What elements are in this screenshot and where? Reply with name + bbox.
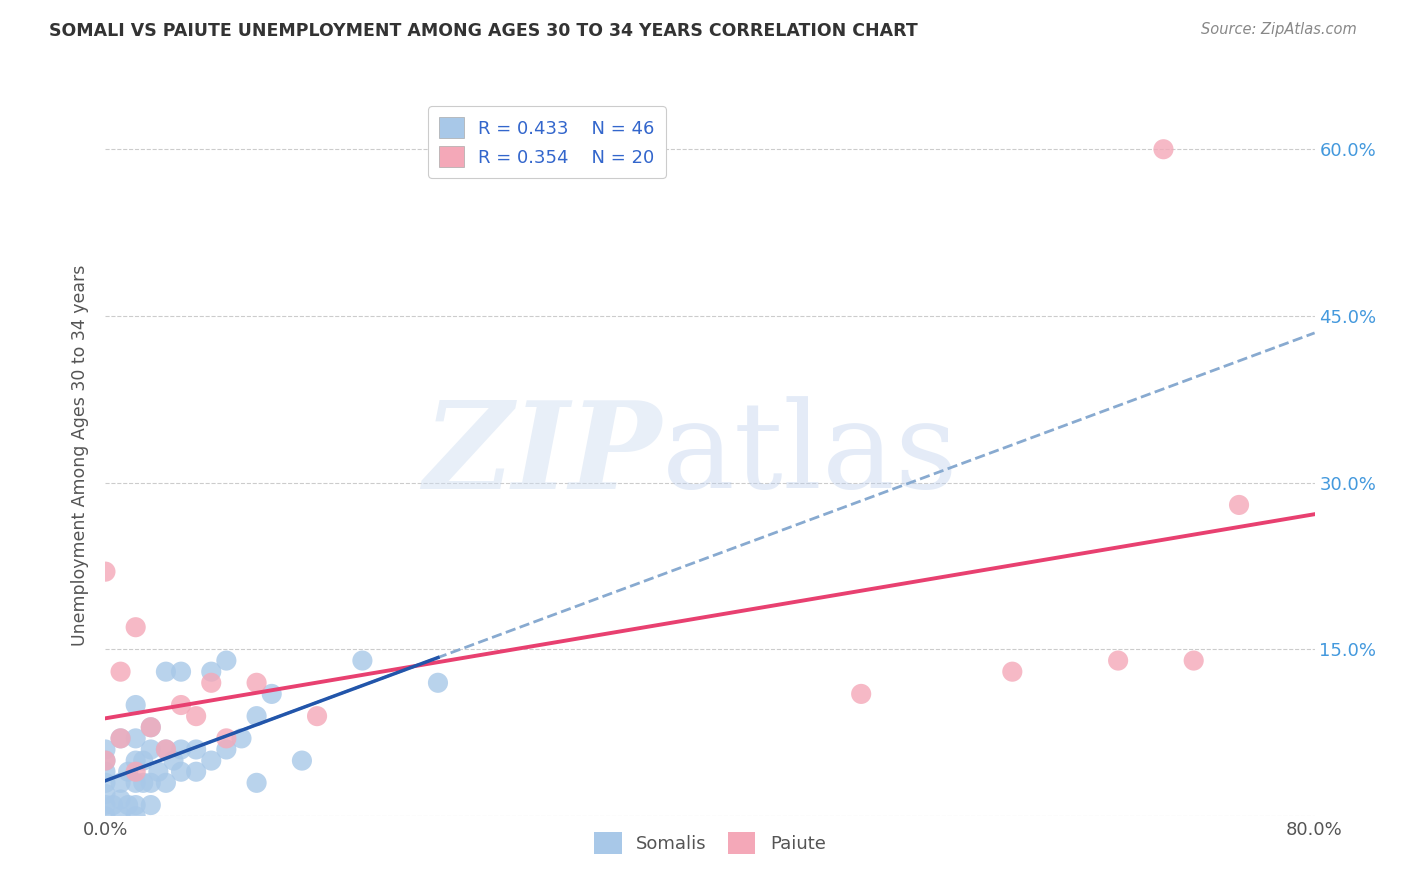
Point bbox=[94, 787, 117, 801]
Point bbox=[139, 720, 162, 734]
Point bbox=[170, 742, 193, 756]
Point bbox=[94, 809, 117, 823]
Text: ZIP: ZIP bbox=[423, 396, 662, 514]
Point bbox=[215, 654, 238, 668]
Text: SOMALI VS PAIUTE UNEMPLOYMENT AMONG AGES 30 TO 34 YEARS CORRELATION CHART: SOMALI VS PAIUTE UNEMPLOYMENT AMONG AGES… bbox=[49, 22, 918, 40]
Point bbox=[200, 754, 222, 768]
Point bbox=[246, 709, 269, 723]
Point bbox=[117, 764, 139, 779]
Point bbox=[139, 742, 162, 756]
Point bbox=[110, 731, 132, 746]
Point bbox=[186, 764, 208, 779]
Point bbox=[94, 754, 117, 768]
Text: atlas: atlas bbox=[662, 396, 959, 514]
Point bbox=[215, 742, 238, 756]
Point bbox=[139, 776, 162, 790]
Point bbox=[124, 798, 148, 813]
Point bbox=[291, 754, 314, 768]
Point bbox=[170, 764, 193, 779]
Point bbox=[1227, 498, 1250, 512]
Point bbox=[110, 809, 132, 823]
Point bbox=[94, 742, 117, 756]
Point bbox=[94, 776, 117, 790]
Point bbox=[170, 698, 193, 712]
Point bbox=[110, 776, 132, 790]
Point bbox=[139, 798, 162, 813]
Point bbox=[200, 675, 222, 690]
Point bbox=[155, 665, 177, 679]
Point bbox=[1001, 665, 1024, 679]
Point bbox=[124, 731, 148, 746]
Point bbox=[124, 754, 148, 768]
Point bbox=[148, 764, 170, 779]
Point bbox=[110, 731, 132, 746]
Point bbox=[124, 698, 148, 712]
Point bbox=[231, 731, 253, 746]
Text: Source: ZipAtlas.com: Source: ZipAtlas.com bbox=[1201, 22, 1357, 37]
Point bbox=[124, 809, 148, 823]
Point bbox=[110, 665, 132, 679]
Point bbox=[1182, 654, 1205, 668]
Point bbox=[170, 665, 193, 679]
Point bbox=[215, 731, 238, 746]
Point bbox=[94, 764, 117, 779]
Point bbox=[117, 798, 139, 813]
Point bbox=[186, 709, 208, 723]
Point bbox=[124, 764, 148, 779]
Point bbox=[124, 776, 148, 790]
Point bbox=[155, 742, 177, 756]
Point bbox=[246, 675, 269, 690]
Y-axis label: Unemployment Among Ages 30 to 34 years: Unemployment Among Ages 30 to 34 years bbox=[72, 264, 90, 646]
Point bbox=[155, 742, 177, 756]
Point bbox=[101, 798, 124, 813]
Point bbox=[162, 754, 184, 768]
Point bbox=[1107, 654, 1129, 668]
Point bbox=[260, 687, 283, 701]
Point bbox=[132, 754, 155, 768]
Point bbox=[186, 742, 208, 756]
Point bbox=[246, 776, 269, 790]
Point bbox=[1153, 142, 1175, 156]
Point bbox=[307, 709, 329, 723]
Point bbox=[94, 798, 117, 813]
Point bbox=[132, 776, 155, 790]
Point bbox=[139, 720, 162, 734]
Point bbox=[94, 754, 117, 768]
Point bbox=[155, 776, 177, 790]
Point bbox=[124, 620, 148, 634]
Legend: Somalis, Paiute: Somalis, Paiute bbox=[588, 825, 832, 862]
Point bbox=[94, 565, 117, 579]
Point bbox=[427, 675, 450, 690]
Point bbox=[849, 687, 872, 701]
Point bbox=[352, 654, 374, 668]
Point bbox=[110, 792, 132, 806]
Point bbox=[200, 665, 222, 679]
